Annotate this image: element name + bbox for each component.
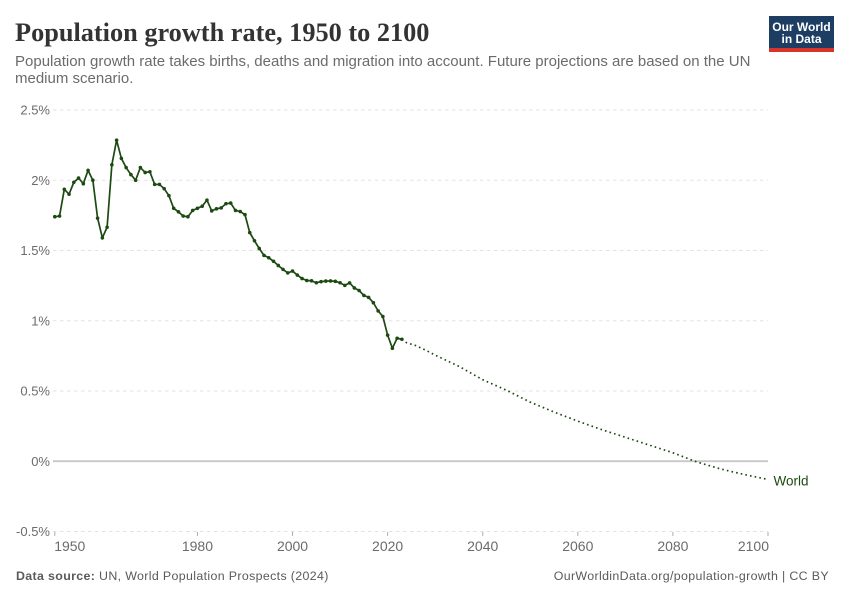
svg-text:2000: 2000 [277,538,308,554]
svg-text:2.5%: 2.5% [20,103,50,118]
svg-text:2060: 2060 [562,538,593,554]
svg-text:2040: 2040 [467,538,498,554]
svg-text:2080: 2080 [657,538,688,554]
svg-text:2020: 2020 [372,538,403,554]
svg-text:1.5%: 1.5% [20,243,50,258]
svg-text:2%: 2% [31,173,50,188]
svg-text:2100: 2100 [738,538,769,554]
svg-text:0.5%: 0.5% [20,384,50,399]
svg-text:World: World [774,474,809,489]
svg-text:-0.5%: -0.5% [16,524,50,539]
svg-text:1950: 1950 [54,538,85,554]
svg-text:1980: 1980 [182,538,213,554]
svg-text:0%: 0% [31,454,50,469]
svg-text:1%: 1% [31,313,50,328]
